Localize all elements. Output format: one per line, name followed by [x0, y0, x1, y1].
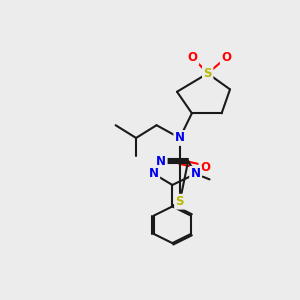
- Text: S: S: [203, 67, 212, 80]
- Text: S: S: [176, 195, 184, 208]
- Text: O: O: [200, 161, 210, 174]
- Text: N: N: [190, 167, 201, 180]
- Text: N: N: [149, 167, 159, 180]
- Text: N: N: [175, 131, 185, 145]
- Text: O: O: [221, 51, 231, 64]
- Text: O: O: [188, 51, 198, 64]
- Text: N: N: [156, 154, 166, 168]
